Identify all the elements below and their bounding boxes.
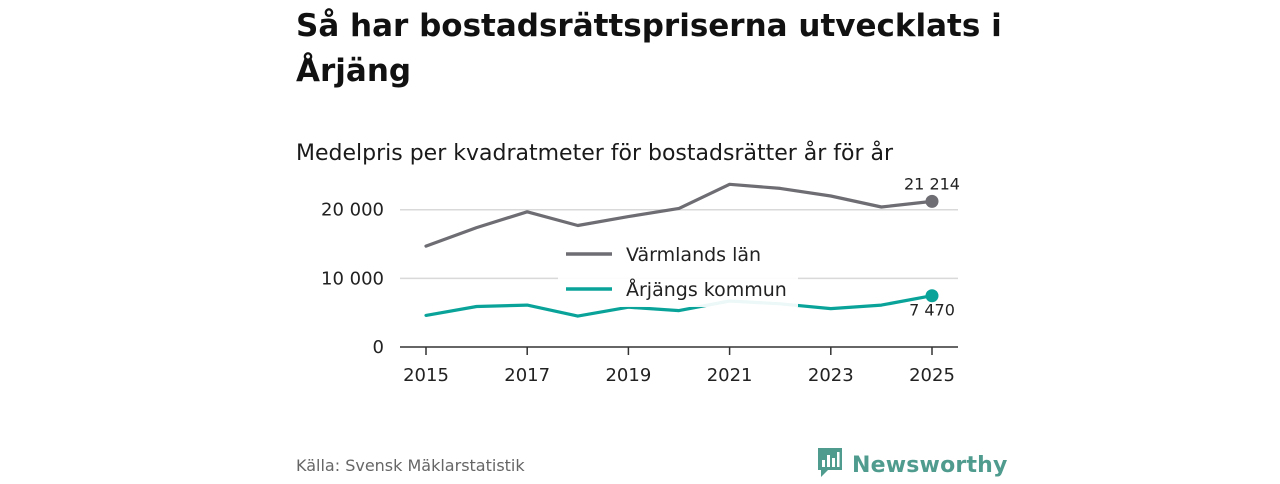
source-credit: Källa: Svensk Mäklarstatistik bbox=[296, 456, 525, 475]
x-tick-label: 2019 bbox=[605, 365, 651, 386]
x-tick-label: 2023 bbox=[808, 365, 854, 386]
x-tick-label: 2015 bbox=[403, 365, 449, 386]
x-tick-label: 2021 bbox=[707, 365, 753, 386]
y-tick-label: 0 bbox=[373, 337, 384, 358]
end-value-label: 7 470 bbox=[909, 301, 955, 320]
newsworthy-logo-icon bbox=[816, 446, 844, 484]
series-end-marker bbox=[925, 194, 939, 208]
line-chart: 0 10 000 20 000 2015 2017 2019 2021 2023 2025 21 … bbox=[321, 174, 960, 386]
x-tick-label: 2017 bbox=[504, 365, 550, 386]
newsworthy-brand[interactable]: Newsworthy bbox=[816, 446, 1008, 484]
y-tick-label: 10 000 bbox=[321, 268, 384, 289]
chart-subtitle: Medelpris per kvadratmeter för bostadsrä… bbox=[296, 141, 894, 166]
y-tick-label: 20 000 bbox=[321, 200, 384, 221]
newsworthy-name: Newsworthy bbox=[852, 452, 1008, 478]
series-line-arjangs-kommun bbox=[424, 294, 934, 318]
legend-background bbox=[558, 237, 798, 307]
x-tick-label: 2025 bbox=[909, 365, 955, 386]
series-end-marker bbox=[925, 289, 939, 303]
series-line-varmlands-lan bbox=[424, 182, 934, 248]
legend-label: Årjängs kommun bbox=[626, 278, 787, 301]
legend-label: Värmlands län bbox=[626, 244, 761, 266]
end-value-label: 21 214 bbox=[904, 174, 960, 193]
chart-title: Så har bostadsrättspriserna utvecklats i… bbox=[296, 8, 1002, 89]
